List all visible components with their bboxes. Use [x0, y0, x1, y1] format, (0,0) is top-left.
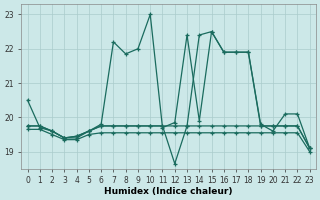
- X-axis label: Humidex (Indice chaleur): Humidex (Indice chaleur): [104, 187, 233, 196]
